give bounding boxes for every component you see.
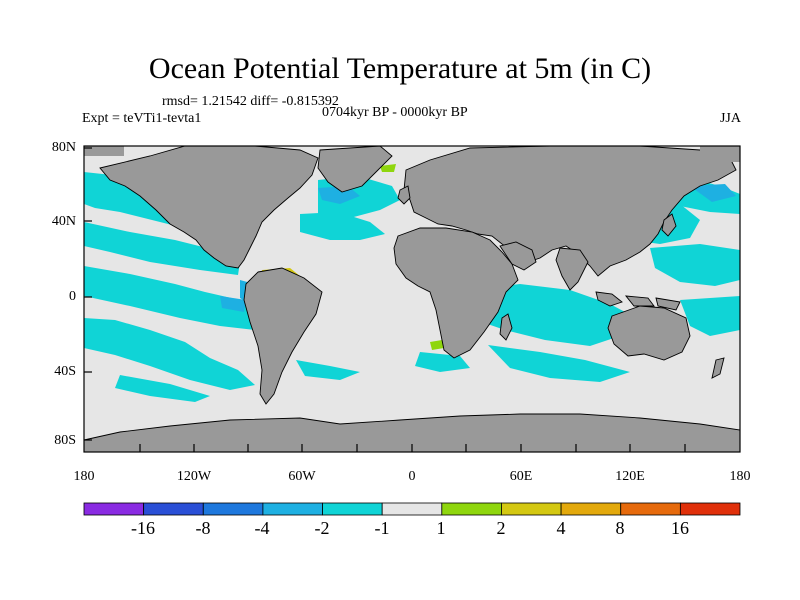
colorbar-label: -8 [195,518,211,538]
colorbar-label: 16 [671,518,689,538]
colorbar-swatch [143,502,204,516]
plot-title: Ocean Potential Temperature at 5m (in C) [148,52,652,85]
colorbar-swatch [679,502,741,516]
y-tick-80s: 80S [54,433,76,448]
colorbar-swatch [202,502,264,516]
colorbar-label: -16 [131,518,155,538]
y-tick-40n: 40N [51,214,76,229]
colorbar-label: 4 [556,518,566,538]
colorbar-label: -4 [254,518,270,538]
colorbar-label: 2 [496,518,506,538]
polar-land-band [84,146,740,162]
x-tick-0: 0 [408,469,416,484]
x-tick-60e: 60E [509,469,533,484]
y-tick-40s: 40S [54,364,76,379]
colorbar-swatch [560,502,622,516]
axis-ticks [84,147,686,452]
colorbar-label: -1 [374,518,390,538]
x-tick-180w: 180 [73,469,95,484]
x-tick-120e: 120E [615,469,645,484]
colorbar-swatch [501,502,562,516]
colorbar-swatch [262,502,323,516]
colorbar-swatch [381,502,443,516]
period-label: 0704kyr BP - 0000kyr BP [322,105,468,120]
y-tick-0: 0 [69,289,76,304]
colorbar-swatch [441,502,502,516]
x-tick-180e: 180 [729,469,751,484]
colorbar-label: -2 [314,518,330,538]
season-label: JJA [719,111,741,126]
colorbar-label: 1 [436,518,446,538]
x-tick-120w: 120W [176,469,212,484]
colorbar-swatch [83,502,145,516]
land-masses [83,145,741,453]
experiment-label: Expt = teVTi1-tevta1 [82,111,202,126]
colorbar-swatch [620,502,681,516]
colorbar-swatch [322,502,383,516]
y-tick-80n: 80N [51,140,76,155]
stats-label: rmsd= 1.21542 diff= -0.815392 [162,94,339,109]
x-tick-60w: 60W [288,469,316,484]
colorbar-label: 8 [615,518,625,538]
